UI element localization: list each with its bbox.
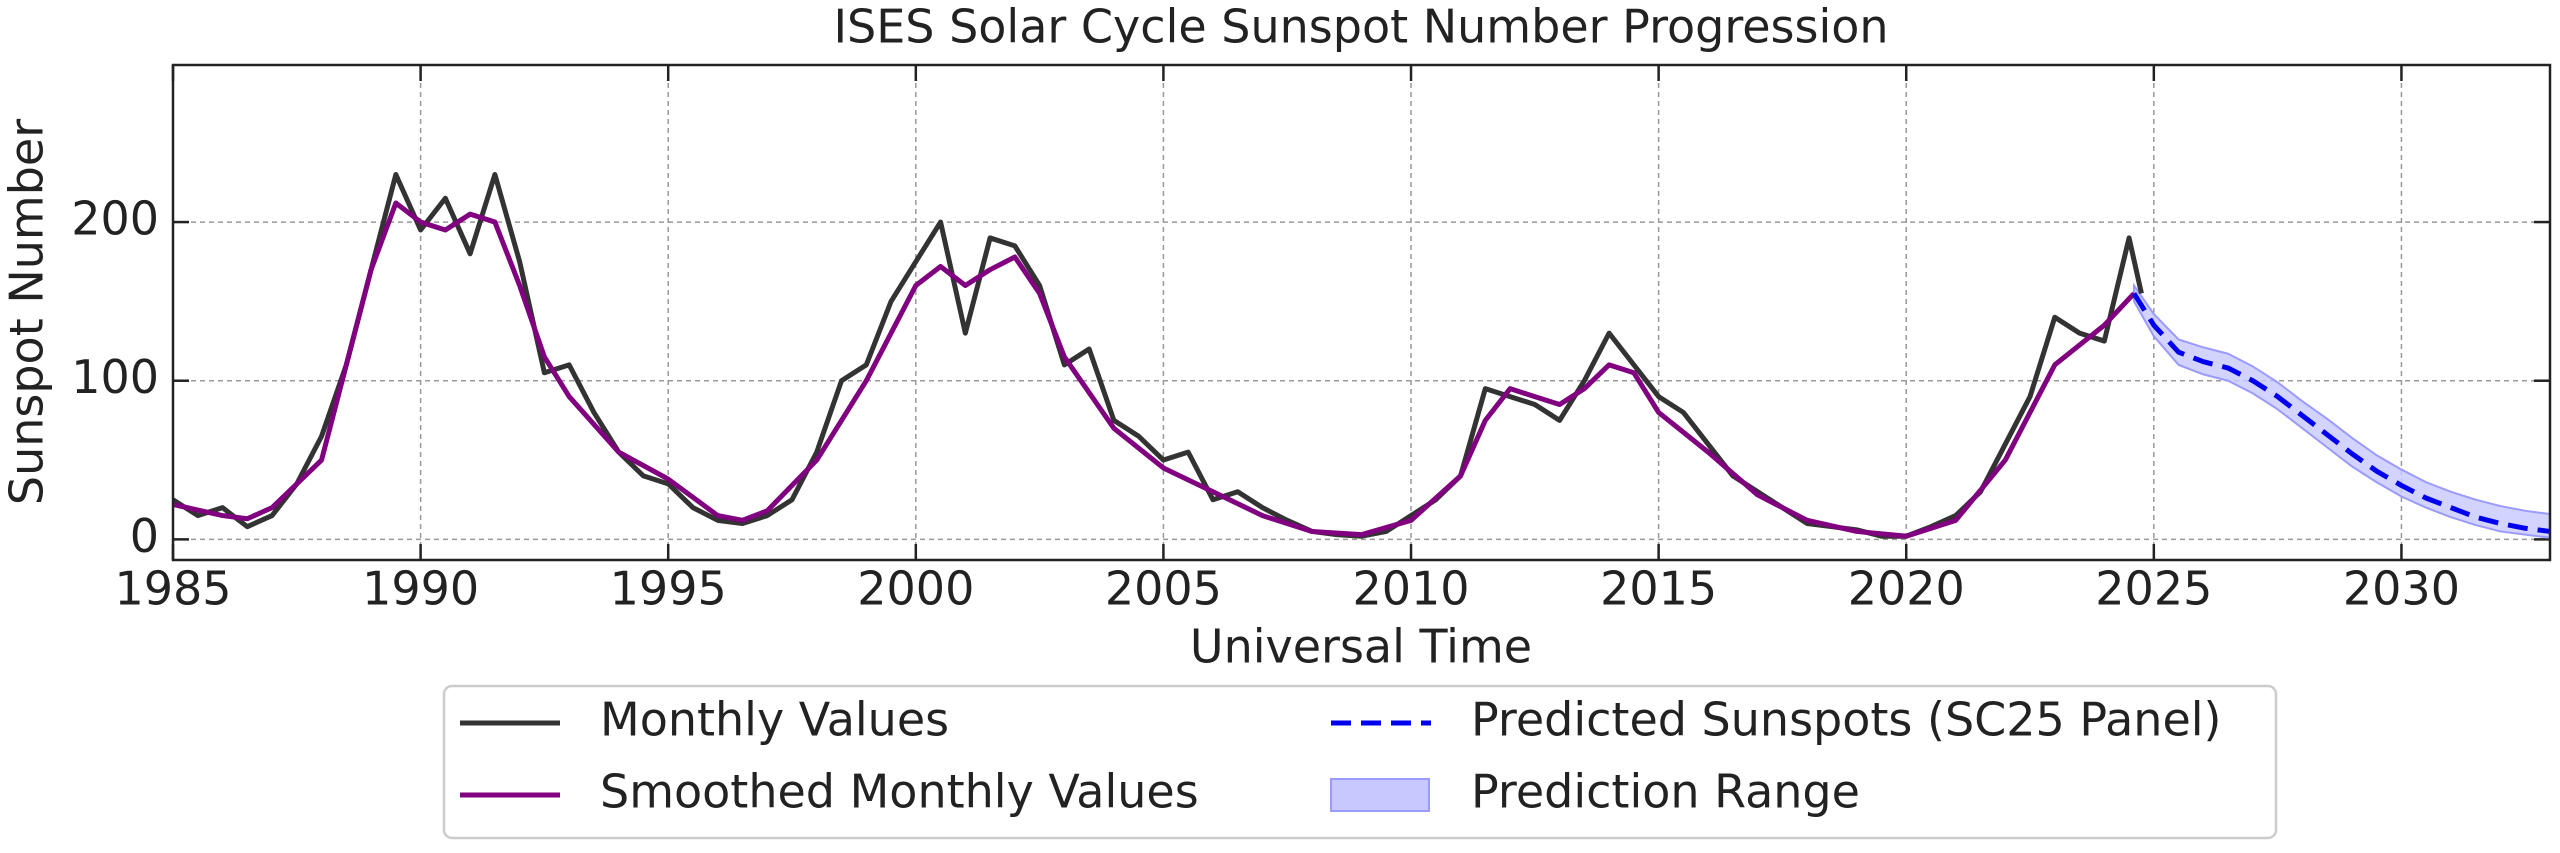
x-tick-label: 2005 [1105, 562, 1222, 616]
y-tick-label: 200 [71, 192, 159, 246]
series-line [2131, 292, 2551, 534]
legend-label: Smoothed Monthly Values [600, 765, 1199, 819]
prediction-band [2133, 282, 2551, 539]
x-tick-label: 1985 [114, 562, 231, 616]
x-tick-label: 2010 [1352, 562, 1469, 616]
x-tick-label: 1995 [610, 562, 727, 616]
y-axis-label: Sunspot Number [0, 119, 54, 505]
legend-label: Prediction Range [1471, 765, 1860, 819]
x-tick-label: 2000 [857, 562, 974, 616]
x-tick-label: 2020 [1848, 562, 1965, 616]
legend-swatch [1330, 778, 1430, 812]
y-tick-label: 100 [71, 350, 159, 404]
plot-frame [171, 63, 2552, 562]
legend-frame [442, 684, 2278, 840]
series-line [171, 171, 2144, 539]
legend-label: Predicted Sunspots (SC25 Panel) [1471, 693, 2221, 747]
x-tick-label: 2025 [2095, 562, 2212, 616]
x-axis-label: Universal Time [1190, 620, 1532, 674]
x-tick-label: 1990 [362, 562, 479, 616]
x-tick-label: 2015 [1600, 562, 1717, 616]
legend-label: Monthly Values [600, 693, 949, 747]
y-tick-label: 0 [130, 509, 159, 563]
chart-title: ISES Solar Cycle Sunspot Number Progress… [833, 0, 1888, 54]
x-tick-label: 2030 [2343, 562, 2460, 616]
series-line [172, 200, 2136, 539]
